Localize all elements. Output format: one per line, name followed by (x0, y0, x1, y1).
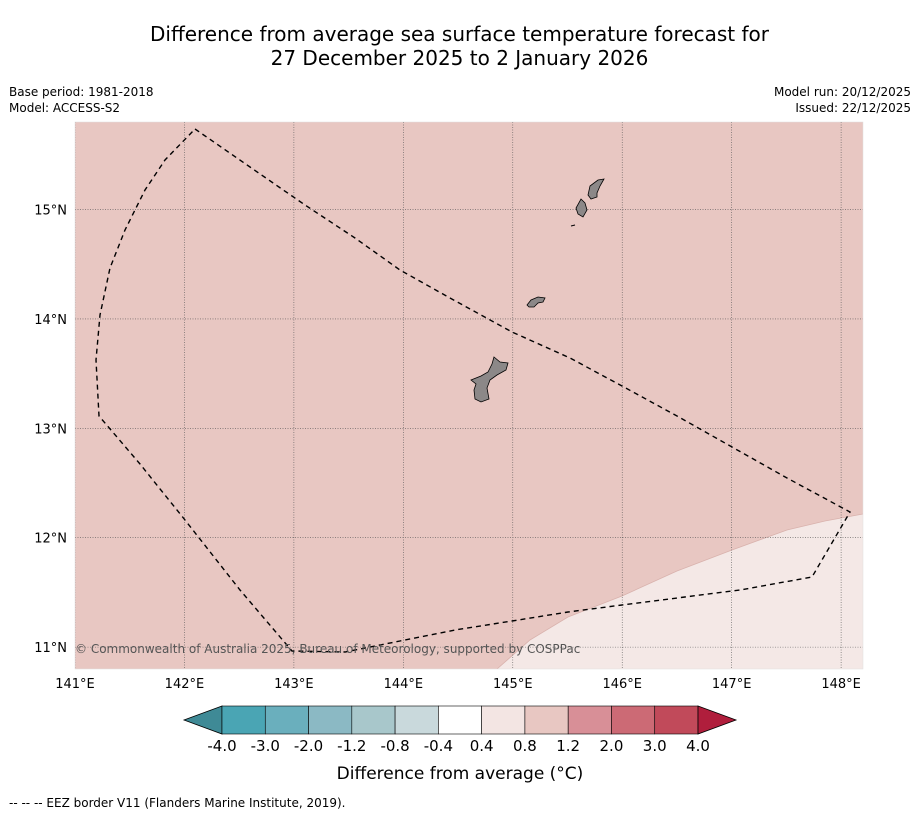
colorbar-tick-label: -1.2 (337, 737, 366, 755)
colorbar-title: Difference from average (°C) (337, 764, 584, 784)
meta-right: Model run: 20/12/2025 Issued: 22/12/2025 (774, 84, 911, 116)
map-title: Difference from average sea surface temp… (0, 22, 919, 70)
colorbar-swatch (264, 705, 309, 735)
longitude-label: 144°E (384, 677, 424, 692)
latitude-label: 15°N (34, 204, 67, 219)
aguijan-island (570, 224, 576, 227)
colorbar-tick-label: 1.2 (556, 737, 580, 755)
longitude-label: 146°E (602, 677, 642, 692)
colorbar-swatch (567, 705, 612, 735)
colorbar-swatch (481, 705, 526, 735)
tinian-island (575, 198, 588, 218)
colorbar-over-arrow (697, 705, 738, 735)
longitude-label: 147°E (712, 677, 752, 692)
colorbar: -4.0 -3.0 -2.0 -1.2 -0.8 -0.4 0.4 0.8 1.2 2.0 3.0 4… (182, 705, 738, 755)
longitude-label: 142°E (165, 677, 205, 692)
saipan-island (587, 178, 605, 200)
colorbar-swatch (221, 705, 266, 735)
colorbar-tick-label: -3.0 (251, 737, 280, 755)
rota-island (526, 296, 546, 308)
model-name: Model: ACCESS-S2 (9, 101, 121, 115)
eez-footnote: -- -- -- EEZ border V11 (Flanders Marine… (9, 796, 346, 810)
latitude-labels: 11°N 12°N 13°N 14°N 15°N (34, 204, 67, 657)
guam-island (470, 356, 509, 403)
latitude-label: 14°N (34, 313, 67, 328)
colorbar-tick-label: 2.0 (600, 737, 624, 755)
anomaly-contour (496, 513, 863, 669)
issued-date: Issued: 22/12/2025 (795, 101, 911, 115)
colorbar-swatch (351, 705, 396, 735)
colorbar-tick-label: -4.0 (207, 737, 236, 755)
colorbar-tick-label: -0.4 (424, 737, 453, 755)
title-line-1: Difference from average sea surface temp… (149, 22, 769, 46)
map-frame (74, 121, 864, 670)
colorbar-swatch (611, 705, 656, 735)
colorbar-tick-label: -2.0 (294, 737, 323, 755)
longitude-label: 141°E (55, 677, 95, 692)
sea-anomaly-mild (497, 514, 863, 669)
longitude-label: 143°E (274, 677, 314, 692)
latitude-label: 13°N (34, 422, 67, 437)
base-period: Base period: 1981-2018 (9, 85, 154, 99)
latitude-label: 12°N (34, 532, 67, 547)
colorbar-under-arrow (182, 705, 223, 735)
meta-left: Base period: 1981-2018 Model: ACCESS-S2 (9, 84, 154, 116)
colorbar-swatch (394, 705, 439, 735)
colorbar-tick-label: -0.8 (380, 737, 409, 755)
longitude-label: 145°E (493, 677, 533, 692)
latitude-label: 11°N (34, 641, 67, 656)
colorbar-swatch (524, 705, 569, 735)
copyright-notice: © Commonwealth of Australia 2025, Bureau… (75, 642, 580, 656)
colorbar-swatch (654, 705, 699, 735)
colorbar-swatch (438, 705, 482, 735)
map-area: © Commonwealth of Australia 2025, Bureau… (75, 122, 863, 669)
model-run: Model run: 20/12/2025 (773, 85, 911, 99)
colorbar-swatch (308, 705, 353, 735)
colorbar-tick-label: 3.0 (643, 737, 667, 755)
longitude-labels: 141°E 142°E 143°E 144°E 145°E 146°E 147°E 148°E (55, 677, 861, 692)
longitude-label: 148°E (821, 677, 861, 692)
eez-border (95, 128, 851, 653)
graticule (75, 122, 863, 669)
colorbar-tick-label: 4.0 (686, 737, 710, 755)
colorbar-tick-label: 0.4 (470, 737, 494, 755)
colorbar-tick-label: 0.8 (513, 737, 537, 755)
title-line-2: 27 December 2025 to 2 January 2026 (270, 46, 649, 70)
